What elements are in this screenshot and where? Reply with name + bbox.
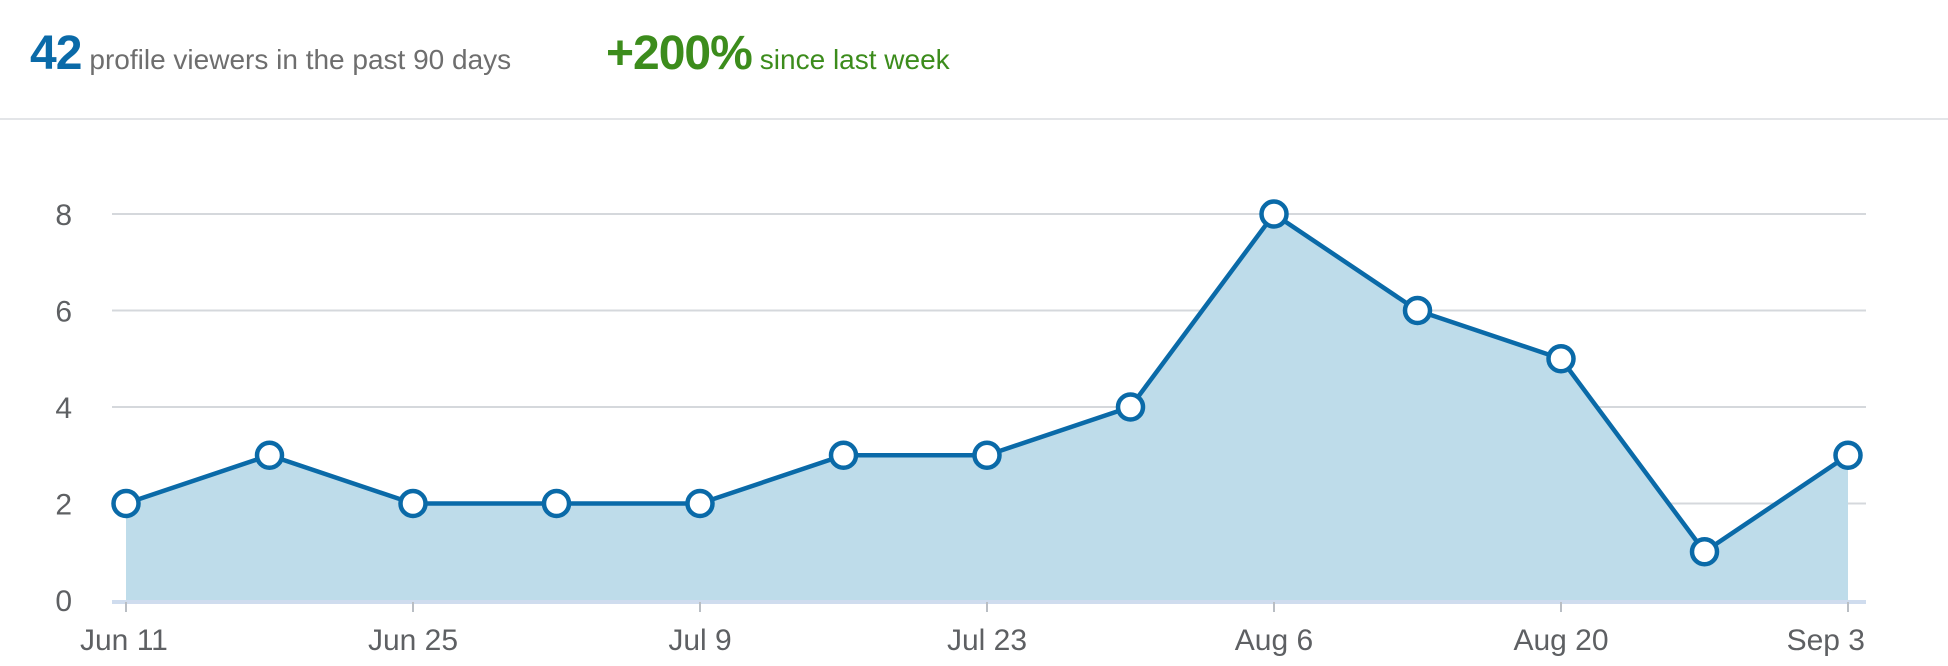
data-point-marker[interactable] [254, 440, 285, 470]
data-point-marker[interactable] [828, 440, 859, 470]
viewers-label: profile viewers in the past 90 days [89, 44, 512, 75]
data-point-marker[interactable] [1546, 344, 1576, 374]
data-point-marker[interactable] [1402, 295, 1433, 326]
axis-layer [112, 600, 1866, 612]
x-tick-label: Aug 6 [1235, 624, 1313, 657]
data-point-marker[interactable] [1689, 537, 1720, 567]
x-tick-label: Jul 9 [668, 624, 731, 657]
y-tick-label: 2 [55, 489, 72, 522]
data-point-marker[interactable] [111, 488, 141, 519]
y-axis-labels: 0 2 4 6 8 [55, 199, 72, 618]
y-tick-label: 0 [55, 585, 72, 618]
change-stat: +200% since last week [606, 26, 950, 81]
viewers-stat: 42 profile viewers in the past 90 days [30, 26, 511, 81]
x-axis-labels: Jun 11 Jun 25 Jul 9 Jul 23 Aug 6 Aug 20 Sep 3 [80, 624, 1865, 657]
summary-header: 42 profile viewers in the past 90 days +2… [0, 0, 1948, 120]
x-tick-label: Aug 20 [1513, 624, 1608, 657]
x-tick-label: Sep 3 [1787, 624, 1865, 657]
data-point-marker[interactable] [398, 488, 428, 519]
data-point-marker[interactable] [1833, 440, 1863, 470]
markers-layer [111, 199, 1863, 567]
data-point-marker[interactable] [1115, 392, 1146, 422]
change-label: since last week [759, 44, 950, 75]
x-tick-label: Jun 11 [80, 624, 168, 657]
data-point-marker[interactable] [685, 488, 715, 519]
y-tick-label: 6 [55, 296, 72, 329]
data-point-marker[interactable] [972, 440, 1002, 470]
y-tick-label: 8 [55, 199, 72, 232]
profile-views-chart: 0 2 4 6 8 Jun 11 Jun 25 Jul 9 Jul 23 Aug 6 Aug 20… [55, 199, 1866, 657]
data-point-marker[interactable] [541, 488, 572, 519]
x-tick-label: Jun 25 [368, 624, 458, 657]
x-tick-label: Jul 23 [947, 624, 1027, 657]
y-tick-label: 4 [55, 392, 72, 425]
viewers-count[interactable]: 42 [30, 27, 82, 80]
change-value: +200% [606, 27, 753, 80]
data-point-marker[interactable] [1259, 199, 1289, 229]
